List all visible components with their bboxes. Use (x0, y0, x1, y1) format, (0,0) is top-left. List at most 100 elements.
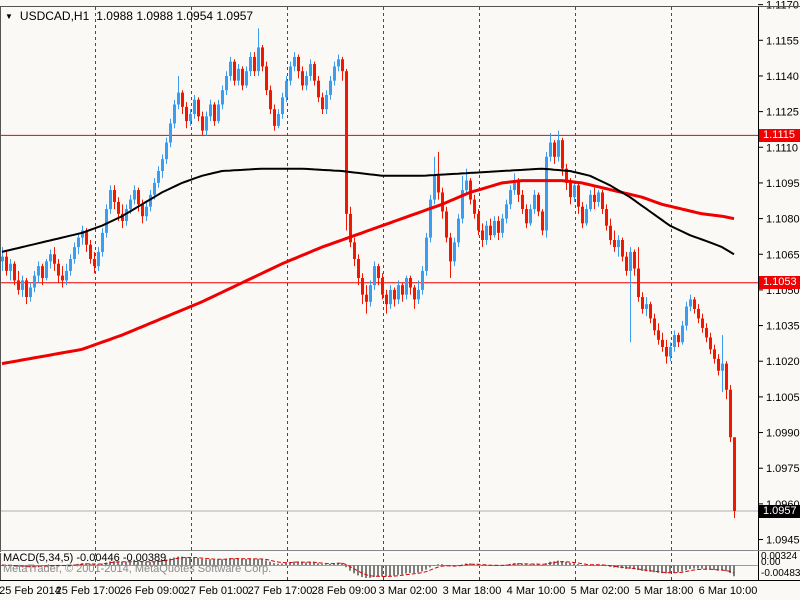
candle-body (321, 97, 324, 110)
candle-body (401, 285, 404, 295)
support-price-tag[interactable]: 1.1053 (759, 276, 800, 289)
y-axis-label: 1.1125 (766, 107, 799, 119)
candle-body (649, 304, 652, 319)
candle-body (709, 337, 712, 350)
candle (65, 263, 68, 286)
candle-body (393, 289, 396, 300)
candle-body (581, 206, 584, 224)
candle (709, 332, 712, 355)
candle (421, 266, 424, 295)
candle-body (25, 280, 28, 298)
candle (697, 304, 700, 324)
candle (273, 104, 276, 131)
candle-body (557, 140, 560, 157)
y-axis-label: 1.1140 (766, 71, 799, 83)
candle-body (313, 64, 316, 81)
candle (125, 204, 128, 226)
x-axis-label: 25 Feb 17:00 (56, 585, 121, 597)
candle (685, 301, 688, 331)
candle-body (129, 199, 132, 210)
candle (81, 225, 84, 245)
macd-indicator-label: MACD(5,34,5) -0.00446 -0.00389 (3, 552, 166, 564)
candle-body (513, 180, 516, 191)
candle (689, 294, 692, 312)
candle-body (33, 275, 36, 288)
candle (189, 109, 192, 126)
candle-body (49, 254, 52, 262)
candle-body (369, 285, 372, 302)
candle-body (225, 75, 228, 91)
candle-body (661, 339, 664, 347)
symbol-dropdown-icon[interactable]: ▼ (5, 12, 13, 21)
x-axis-label: 26 Feb 09:00 (120, 585, 185, 597)
candle-body (297, 56, 300, 72)
candle-body (209, 104, 212, 117)
candle (489, 218, 492, 240)
current-price-tag: 1.0957 (759, 505, 800, 518)
candle-body (701, 318, 704, 328)
candle (201, 111, 204, 136)
candle-body (293, 56, 296, 67)
candle (97, 247, 100, 271)
candle-body (601, 192, 604, 210)
candle (17, 270, 20, 295)
y-axis-label: 1.0945 (766, 535, 800, 547)
candle (157, 166, 160, 188)
candle (109, 185, 112, 214)
candle-body (373, 266, 376, 286)
x-axis-label: 27 Feb 01:00 (184, 585, 249, 597)
candle (277, 109, 280, 129)
candle (161, 154, 164, 179)
candle-body (229, 61, 232, 76)
candle-body (337, 59, 340, 67)
candle-body (105, 209, 108, 233)
red-moving-average-line (1, 179, 735, 366)
candle-body (585, 209, 588, 224)
candle-body (37, 266, 40, 276)
candle (253, 52, 256, 76)
candle-body (161, 159, 164, 172)
x-axis-label: 5 Mar 02:00 (571, 585, 630, 597)
candle (377, 263, 380, 286)
candle-body (173, 104, 176, 124)
candle-body (525, 209, 528, 224)
candle-body (101, 232, 104, 252)
candle (509, 185, 512, 210)
candle-body (21, 280, 24, 290)
x-axis-label: 25 Feb 2014 (0, 585, 61, 597)
candle (541, 209, 544, 236)
candle-body (17, 280, 20, 290)
candle (681, 320, 684, 345)
candle (725, 361, 728, 400)
candle (185, 102, 188, 129)
y-axis-label: 1.1095 (766, 178, 800, 190)
y-axis-label: 1.1080 (766, 214, 800, 226)
candle-body (417, 289, 420, 300)
resistance-price-tag[interactable]: 1.1115 (759, 129, 800, 142)
candle (265, 61, 268, 95)
candle-body (517, 180, 520, 195)
candle (605, 204, 608, 231)
candle (181, 90, 184, 114)
candle-body (493, 220, 496, 236)
candle-body (689, 299, 692, 307)
candle-body (177, 92, 180, 105)
candle (573, 180, 576, 202)
candle (473, 194, 476, 219)
candle (505, 199, 508, 224)
candle (429, 194, 432, 243)
chart-title: ▼ USDCAD,H1 1.0988 1.0988 1.0954 1.0957 (5, 9, 253, 23)
candle (241, 66, 244, 91)
candle-body (729, 389, 732, 438)
candle (289, 61, 292, 86)
candle-body (653, 318, 656, 331)
chart-title-symbol-period: USDCAD,H1 (19, 9, 90, 23)
candle (101, 228, 104, 257)
candle-body (501, 218, 504, 233)
candle-body (693, 299, 696, 309)
candle-body (45, 261, 48, 279)
candle-body (125, 209, 128, 221)
candle (149, 190, 152, 212)
candle (173, 99, 176, 129)
